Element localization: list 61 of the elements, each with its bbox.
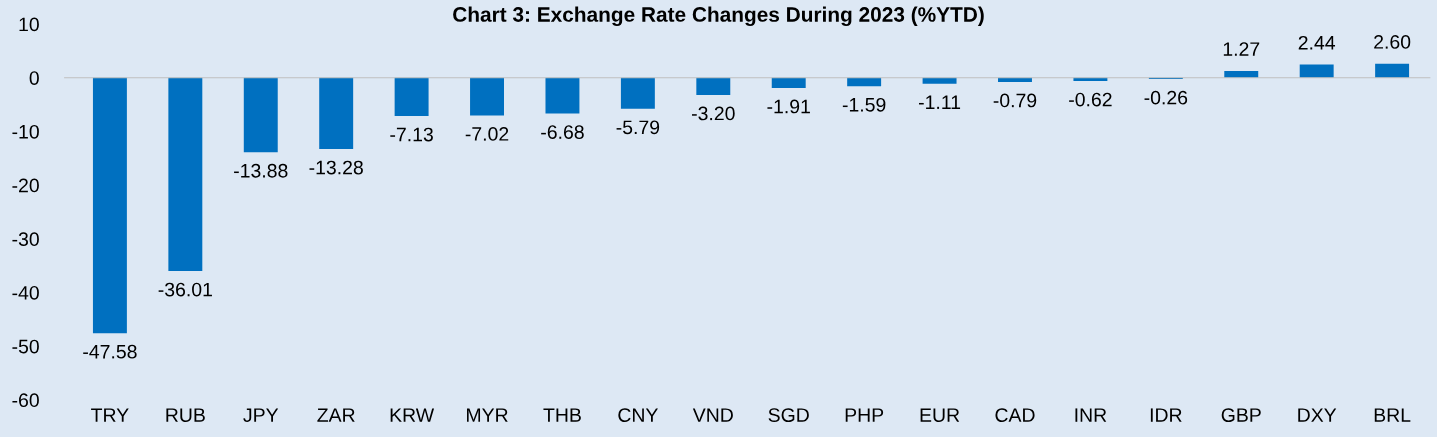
data-label: -47.58 <box>83 344 137 359</box>
data-label: -36.01 <box>158 282 212 297</box>
y-tick-label: -30 <box>12 232 39 247</box>
y-tick-label: -60 <box>12 393 39 408</box>
y-tick-label: -50 <box>12 339 39 354</box>
bar <box>771 77 806 88</box>
x-tick-label: SGD <box>768 408 809 422</box>
data-label: -1.11 <box>918 95 961 109</box>
data-label: -7.13 <box>390 127 433 142</box>
x-tick-label: EUR <box>920 408 960 422</box>
data-label: -13.88 <box>234 163 288 178</box>
data-label: -7.02 <box>465 127 509 141</box>
x-tick-label: CNY <box>618 408 658 422</box>
data-label: 2.60 <box>1374 35 1411 49</box>
x-tick-label: INR <box>1075 408 1107 422</box>
bar <box>470 77 504 116</box>
x-tick-label: VND <box>692 408 733 422</box>
data-label: -1.59 <box>842 97 886 112</box>
data-label: -0.62 <box>1069 92 1112 107</box>
x-tick-label: CAD <box>995 408 1035 422</box>
bar <box>847 77 882 87</box>
x-tick-label: KRW <box>390 408 435 422</box>
data-label: -1.91 <box>767 99 810 114</box>
x-tick-label: IDR <box>1150 408 1182 422</box>
data-label: 2.44 <box>1298 35 1336 50</box>
bar <box>1299 64 1334 78</box>
x-tick-label: TRY <box>91 408 129 422</box>
bar <box>922 77 957 84</box>
x-tick-label: BRL <box>1374 408 1411 422</box>
x-tick-label: JPY <box>243 408 279 422</box>
data-label: -0.79 <box>993 93 1037 108</box>
data-label: -5.79 <box>616 120 660 135</box>
y-tick-label: -10 <box>12 124 39 139</box>
bar <box>394 77 429 116</box>
y-tick-label: 0 <box>29 71 39 85</box>
bar <box>168 77 203 272</box>
data-label: -6.68 <box>541 125 584 139</box>
chart-title: Chart 3: Exchange Rate Changes During 2023 (%YTD) <box>453 6 984 27</box>
y-tick-label: -40 <box>12 285 39 300</box>
bar <box>696 77 731 95</box>
data-label: -13.28 <box>309 160 363 175</box>
bar <box>1073 77 1108 82</box>
data-label: -0.26 <box>1144 90 1188 105</box>
x-tick-label: DXY <box>1298 408 1337 422</box>
x-tick-label: PHP <box>845 408 884 422</box>
bar <box>243 77 278 153</box>
x-tick-label: ZAR <box>317 408 355 422</box>
bar <box>92 77 127 334</box>
x-tick-label: RUB <box>166 408 205 422</box>
data-label: -3.20 <box>692 106 735 121</box>
bar <box>1375 63 1410 78</box>
bar <box>545 77 580 114</box>
bar <box>319 77 354 150</box>
x-tick-label: THB <box>543 408 581 422</box>
bar <box>998 77 1032 82</box>
y-tick-label: -20 <box>12 178 39 193</box>
data-label: 1.27 <box>1223 42 1260 56</box>
y-tick-label: 10 <box>19 17 39 32</box>
bar <box>620 77 655 109</box>
x-tick-label: MYR <box>467 408 508 422</box>
x-tick-label: GBP <box>1221 408 1261 422</box>
